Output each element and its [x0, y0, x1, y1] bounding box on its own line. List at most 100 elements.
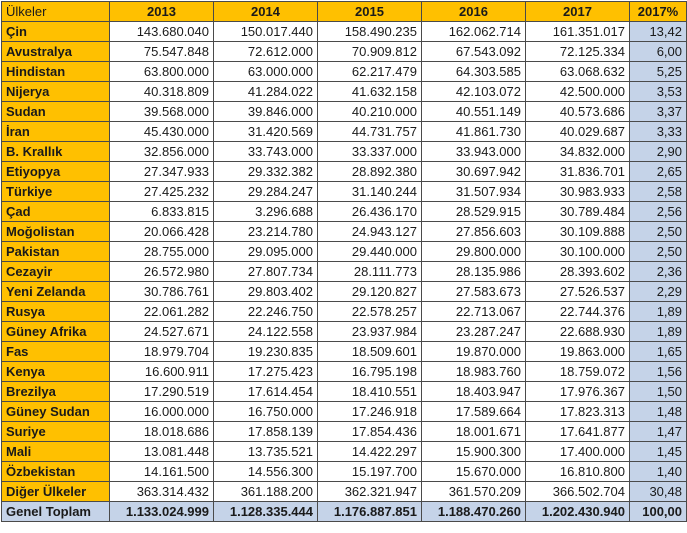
value-2014-cell: 17.614.454 — [213, 381, 318, 402]
country-cell: Pakistan — [1, 241, 110, 262]
value-2016-cell: 29.800.000 — [421, 241, 526, 262]
country-cell: Kenya — [1, 361, 110, 382]
value-2017-cell: 28.393.602 — [525, 261, 630, 282]
value-2013-cell: 75.547.848 — [109, 41, 214, 62]
total-2014: 1.128.335.444 — [213, 501, 318, 522]
value-2015-cell: 362.321.947 — [317, 481, 422, 502]
value-2015-cell: 40.210.000 — [317, 101, 422, 122]
value-2013-cell: 18.018.686 — [109, 421, 214, 442]
country-cell: Brezilya — [1, 381, 110, 402]
value-2014-cell: 27.807.734 — [213, 261, 318, 282]
percent-2017-cell: 30,48 — [629, 481, 687, 502]
value-2016-cell: 28.135.986 — [421, 261, 526, 282]
percent-2017-cell: 1,89 — [629, 301, 687, 322]
value-2014-cell: 41.284.022 — [213, 81, 318, 102]
table-row: Suriye 18.018.686 17.858.139 17.854.436 18.0… — [1, 421, 687, 442]
header-row: Ülkeler 2013 2014 2015 2016 2017 2017% — [1, 1, 687, 22]
value-2017-cell: 31.836.701 — [525, 161, 630, 182]
value-2015-cell: 18.410.551 — [317, 381, 422, 402]
percent-2017-cell: 5,25 — [629, 61, 687, 82]
value-2013-cell: 30.786.761 — [109, 281, 214, 302]
table-row: Yeni Zelanda 30.786.761 29.803.402 29.120.8… — [1, 281, 687, 302]
country-cell: Fas — [1, 341, 110, 362]
value-2015-cell: 158.490.235 — [317, 21, 422, 42]
value-2017-cell: 17.976.367 — [525, 381, 630, 402]
table-row: Nijerya 40.318.809 41.284.022 41.632.158 42.… — [1, 81, 687, 102]
value-2016-cell: 22.713.067 — [421, 301, 526, 322]
value-2016-cell: 17.589.664 — [421, 401, 526, 422]
total-2016: 1.188.470.260 — [421, 501, 526, 522]
column-header-countries: Ülkeler — [1, 1, 110, 22]
value-2014-cell: 16.750.000 — [213, 401, 318, 422]
country-cell: Moğolistan — [1, 221, 110, 242]
percent-2017-cell: 6,00 — [629, 41, 687, 62]
table-row: Moğolistan 20.066.428 23.214.780 24.943.127… — [1, 221, 687, 242]
value-2017-cell: 366.502.704 — [525, 481, 630, 502]
percent-2017-cell: 3,37 — [629, 101, 687, 122]
total-label: Genel Toplam — [1, 501, 110, 522]
country-cell: Çin — [1, 21, 110, 42]
value-2017-cell: 19.863.000 — [525, 341, 630, 362]
value-2013-cell: 16.600.911 — [109, 361, 214, 382]
value-2013-cell: 45.430.000 — [109, 121, 214, 142]
column-header-2016: 2016 — [421, 1, 526, 22]
value-2016-cell: 41.861.730 — [421, 121, 526, 142]
table-row: B. Krallık 32.856.000 33.743.000 33.337.000… — [1, 141, 687, 162]
column-header-2014: 2014 — [213, 1, 318, 22]
country-cell: Türkiye — [1, 181, 110, 202]
value-2013-cell: 63.800.000 — [109, 61, 214, 82]
percent-2017-cell: 2,36 — [629, 261, 687, 282]
percent-2017-cell: 13,42 — [629, 21, 687, 42]
value-2015-cell: 16.795.198 — [317, 361, 422, 382]
percent-2017-cell: 1,89 — [629, 321, 687, 342]
table-row: Avustralya 75.547.848 72.612.000 70.909.812… — [1, 41, 687, 62]
table-row: Hindistan 63.800.000 63.000.000 62.217.479 6… — [1, 61, 687, 82]
country-cell: Güney Afrika — [1, 321, 110, 342]
value-2014-cell: 150.017.440 — [213, 21, 318, 42]
country-cell: Avustralya — [1, 41, 110, 62]
percent-2017-cell: 2,56 — [629, 201, 687, 222]
value-2015-cell: 31.140.244 — [317, 181, 422, 202]
value-2014-cell: 22.246.750 — [213, 301, 318, 322]
table-row: Fas 18.979.704 19.230.835 18.509.601 19.870.… — [1, 341, 687, 362]
total-2017-percent: 100,00 — [629, 501, 687, 522]
value-2017-cell: 22.688.930 — [525, 321, 630, 342]
table-row: Brezilya 17.290.519 17.614.454 18.410.551 18… — [1, 381, 687, 402]
country-data-table: Ülkeler 2013 2014 2015 2016 2017 2017% Ç… — [1, 1, 687, 522]
value-2015-cell: 17.246.918 — [317, 401, 422, 422]
table-row: Sudan 39.568.000 39.846.000 40.210.000 40.55… — [1, 101, 687, 122]
value-2013-cell: 13.081.448 — [109, 441, 214, 462]
value-2013-cell: 27.347.933 — [109, 161, 214, 182]
percent-2017-cell: 1,65 — [629, 341, 687, 362]
value-2015-cell: 62.217.479 — [317, 61, 422, 82]
value-2016-cell: 28.529.915 — [421, 201, 526, 222]
value-2013-cell: 40.318.809 — [109, 81, 214, 102]
value-2013-cell: 20.066.428 — [109, 221, 214, 242]
value-2015-cell: 33.337.000 — [317, 141, 422, 162]
percent-2017-cell: 2,58 — [629, 181, 687, 202]
value-2015-cell: 23.937.984 — [317, 321, 422, 342]
value-2017-cell: 22.744.376 — [525, 301, 630, 322]
total-2013: 1.133.024.999 — [109, 501, 214, 522]
value-2016-cell: 67.543.092 — [421, 41, 526, 62]
value-2015-cell: 26.436.170 — [317, 201, 422, 222]
country-cell: Güney Sudan — [1, 401, 110, 422]
value-2017-cell: 161.351.017 — [525, 21, 630, 42]
value-2013-cell: 363.314.432 — [109, 481, 214, 502]
table-row: Cezayir 26.572.980 27.807.734 28.111.773 28.… — [1, 261, 687, 282]
value-2015-cell: 44.731.757 — [317, 121, 422, 142]
value-2014-cell: 361.188.200 — [213, 481, 318, 502]
value-2014-cell: 13.735.521 — [213, 441, 318, 462]
value-2013-cell: 24.527.671 — [109, 321, 214, 342]
value-2014-cell: 29.284.247 — [213, 181, 318, 202]
value-2015-cell: 28.892.380 — [317, 161, 422, 182]
value-2016-cell: 31.507.934 — [421, 181, 526, 202]
table-row: Çin 143.680.040 150.017.440 158.490.235 162.… — [1, 21, 687, 42]
value-2017-cell: 17.641.877 — [525, 421, 630, 442]
value-2014-cell: 29.332.382 — [213, 161, 318, 182]
country-cell: Diğer Ülkeler — [1, 481, 110, 502]
value-2013-cell: 39.568.000 — [109, 101, 214, 122]
value-2017-cell: 16.810.800 — [525, 461, 630, 482]
value-2013-cell: 143.680.040 — [109, 21, 214, 42]
value-2017-cell: 18.759.072 — [525, 361, 630, 382]
